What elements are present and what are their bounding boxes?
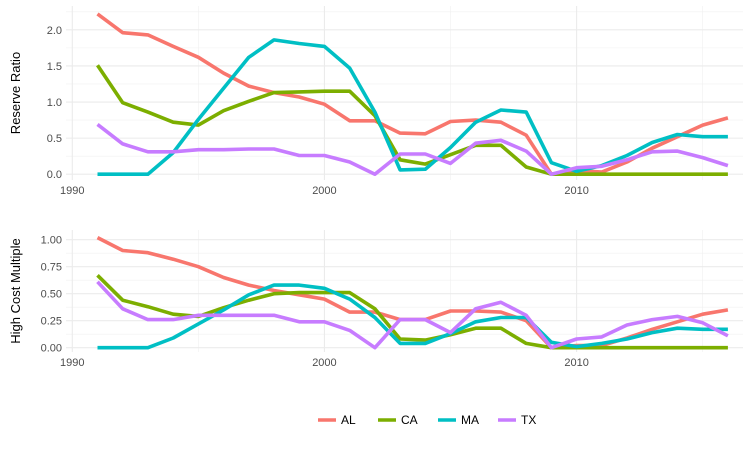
reserve-ratio-y-tick-label: 1.5: [47, 61, 62, 73]
reserve-ratio-series-ca-line: [96, 64, 728, 176]
reserve-ratio-x-tick-label: 1990: [60, 185, 84, 197]
reserve-ratio-series-al-line: [96, 12, 729, 176]
legend-label-ca: CA: [401, 413, 418, 427]
reserve-ratio-series-tx-line: [96, 122, 729, 176]
high-cost-multiple-x-tick-label: 1990: [60, 357, 84, 369]
high-cost-multiple-y-tick-label: 0.50: [41, 289, 62, 301]
high-cost-multiple-y-tick-label: 0.25: [41, 316, 62, 328]
reserve-ratio-y-axis-title: Reserve Ratio: [8, 52, 23, 134]
reserve-ratio-panel: 0.0 0.5 1.0 1.5 2.0 1990 2000 2010 Reserve Ratio: [8, 6, 743, 197]
reserve-ratio-y-tick-label: 0.5: [47, 133, 62, 145]
legend: AL CA MA TX: [318, 413, 536, 427]
legend-label-al: AL: [341, 413, 356, 427]
high-cost-multiple-series-al-line: [96, 235, 729, 350]
reserve-ratio-y-tick-label: 2.0: [47, 25, 62, 37]
high-cost-multiple-y-tick-label: 0.75: [41, 262, 62, 274]
reserve-ratio-series-ma-line: [97, 38, 728, 176]
legend-label-tx: TX: [521, 413, 536, 427]
high-cost-multiple-y-tick-label: 0.00: [41, 343, 62, 355]
legend-label-ma: MA: [461, 413, 479, 427]
reserve-ratio-y-tick-label: 1.0: [47, 97, 62, 109]
high-cost-multiple-x-tick-label: 2010: [564, 357, 588, 369]
high-cost-multiple-y-axis-title: High Cost Multiple: [8, 238, 23, 344]
high-cost-multiple-panel: 0.00 0.25 0.50 0.75 1.00 1990 2000 2010 High Cos…: [8, 230, 743, 369]
high-cost-multiple-series-ma-line: [97, 283, 728, 350]
high-cost-multiple-x-tick-label: 2000: [312, 357, 336, 369]
reserve-ratio-x-tick-label: 2010: [564, 185, 588, 197]
high-cost-multiple-series-tx-line: [96, 280, 729, 350]
reserve-ratio-y-tick-label: 0.0: [47, 169, 62, 181]
high-cost-multiple-y-tick-label: 1.00: [41, 235, 62, 247]
reserve-ratio-x-tick-label: 2000: [312, 185, 336, 197]
